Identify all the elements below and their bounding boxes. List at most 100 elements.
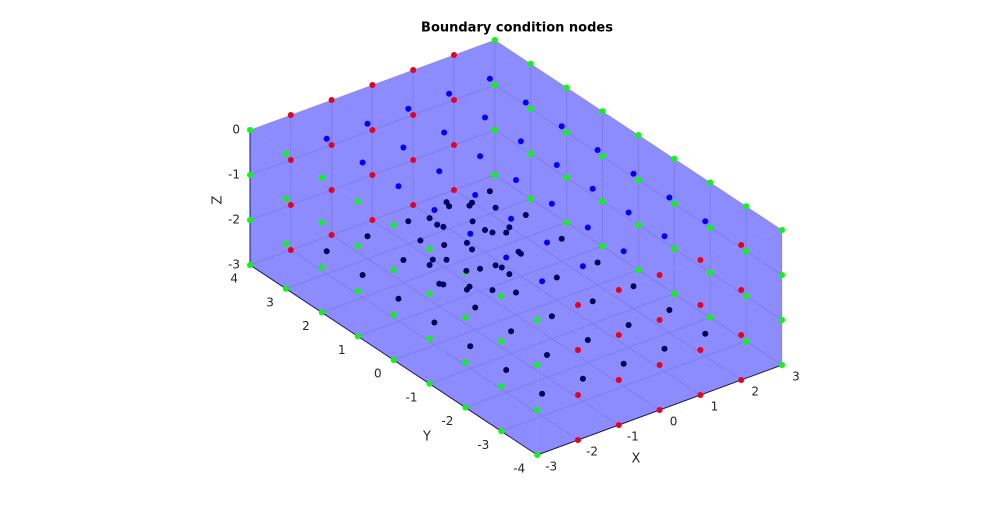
domain-face — [250, 130, 538, 455]
node-point — [426, 380, 433, 387]
node-point — [287, 247, 294, 253]
domain-face — [537, 230, 782, 455]
node-point — [359, 272, 366, 278]
node-point — [489, 229, 496, 236]
node-point — [513, 289, 519, 296]
node-point — [354, 333, 361, 340]
node-point — [513, 177, 519, 183]
node-point — [584, 337, 591, 343]
node-point — [589, 298, 596, 305]
grid-line — [429, 293, 675, 385]
node-point — [779, 362, 785, 368]
node-point — [702, 218, 709, 225]
node-point — [463, 286, 470, 293]
node-point — [707, 314, 714, 321]
node-point — [579, 375, 586, 382]
node-point — [390, 357, 397, 363]
node-point — [743, 203, 750, 210]
node-point — [318, 264, 325, 271]
x-tick-label: 2 — [751, 385, 759, 399]
node-point — [697, 392, 704, 398]
chart-title: Boundary condition nodes — [421, 21, 613, 36]
node-point — [287, 202, 294, 208]
grid-line — [321, 222, 567, 313]
node-point — [462, 404, 469, 411]
node-point — [369, 127, 376, 133]
node-point — [489, 287, 496, 294]
node-point — [443, 256, 450, 263]
node-point — [707, 269, 714, 276]
x-tick-label: 0 — [670, 415, 678, 429]
node-point — [697, 347, 704, 353]
node-point — [441, 242, 448, 248]
grid-line — [393, 269, 639, 361]
node-point — [594, 259, 601, 266]
node-point — [575, 437, 581, 443]
node-point — [635, 177, 642, 183]
node-point — [287, 112, 294, 118]
node-point — [410, 67, 417, 73]
node-point — [527, 195, 534, 202]
node-point — [743, 248, 750, 255]
node-point — [247, 217, 253, 223]
node-point — [318, 309, 325, 316]
node-point — [498, 264, 505, 271]
node-point — [599, 153, 606, 160]
node-point — [463, 239, 470, 246]
node-point — [656, 317, 663, 323]
node-point — [469, 199, 476, 206]
node-point — [491, 37, 498, 43]
node-point — [400, 257, 407, 263]
node-point — [738, 332, 745, 338]
node-point — [527, 150, 534, 157]
node-point — [707, 224, 714, 231]
node-point — [671, 200, 678, 207]
node-point — [369, 217, 376, 223]
node-point — [553, 162, 560, 168]
node-point — [472, 304, 479, 311]
node-point — [615, 287, 622, 293]
node-point — [539, 390, 546, 397]
node-point — [575, 392, 581, 398]
node-point — [328, 97, 335, 103]
node-point — [697, 302, 704, 308]
node-point — [328, 232, 335, 238]
x-tick-label: 3 — [792, 370, 800, 384]
node-point — [779, 227, 785, 233]
x-axis-label: X — [632, 452, 641, 467]
node-point — [506, 224, 513, 231]
node-point — [625, 322, 632, 328]
node-point — [503, 254, 510, 261]
grid-line — [501, 340, 747, 432]
node-point — [635, 267, 642, 273]
node-point — [594, 147, 601, 153]
node-point — [400, 144, 407, 151]
node-point — [743, 338, 750, 345]
node-point — [671, 290, 678, 297]
node-point — [544, 352, 550, 358]
node-point — [544, 239, 550, 246]
y-tick-label: -4 — [513, 462, 525, 476]
z-tick-label: -1 — [228, 168, 240, 182]
node-point — [738, 242, 745, 248]
node-point — [486, 188, 493, 195]
node-point — [354, 288, 361, 295]
y-axis-label: Y — [422, 430, 431, 445]
node-point — [661, 345, 668, 352]
node-point — [318, 219, 325, 226]
y-tick-label: 0 — [374, 367, 382, 381]
node-point — [469, 246, 476, 253]
node-point — [553, 274, 560, 281]
node-point — [534, 452, 541, 458]
node-point — [779, 317, 785, 323]
node-point — [506, 271, 513, 278]
node-point — [410, 157, 417, 163]
x-tick-label: -1 — [627, 430, 639, 444]
node-point — [429, 256, 436, 263]
node-point — [671, 155, 678, 162]
node-point — [548, 200, 555, 207]
node-point — [779, 272, 785, 278]
x-tick-label: -2 — [586, 445, 598, 459]
node-point — [369, 82, 376, 88]
node-point — [446, 90, 453, 97]
